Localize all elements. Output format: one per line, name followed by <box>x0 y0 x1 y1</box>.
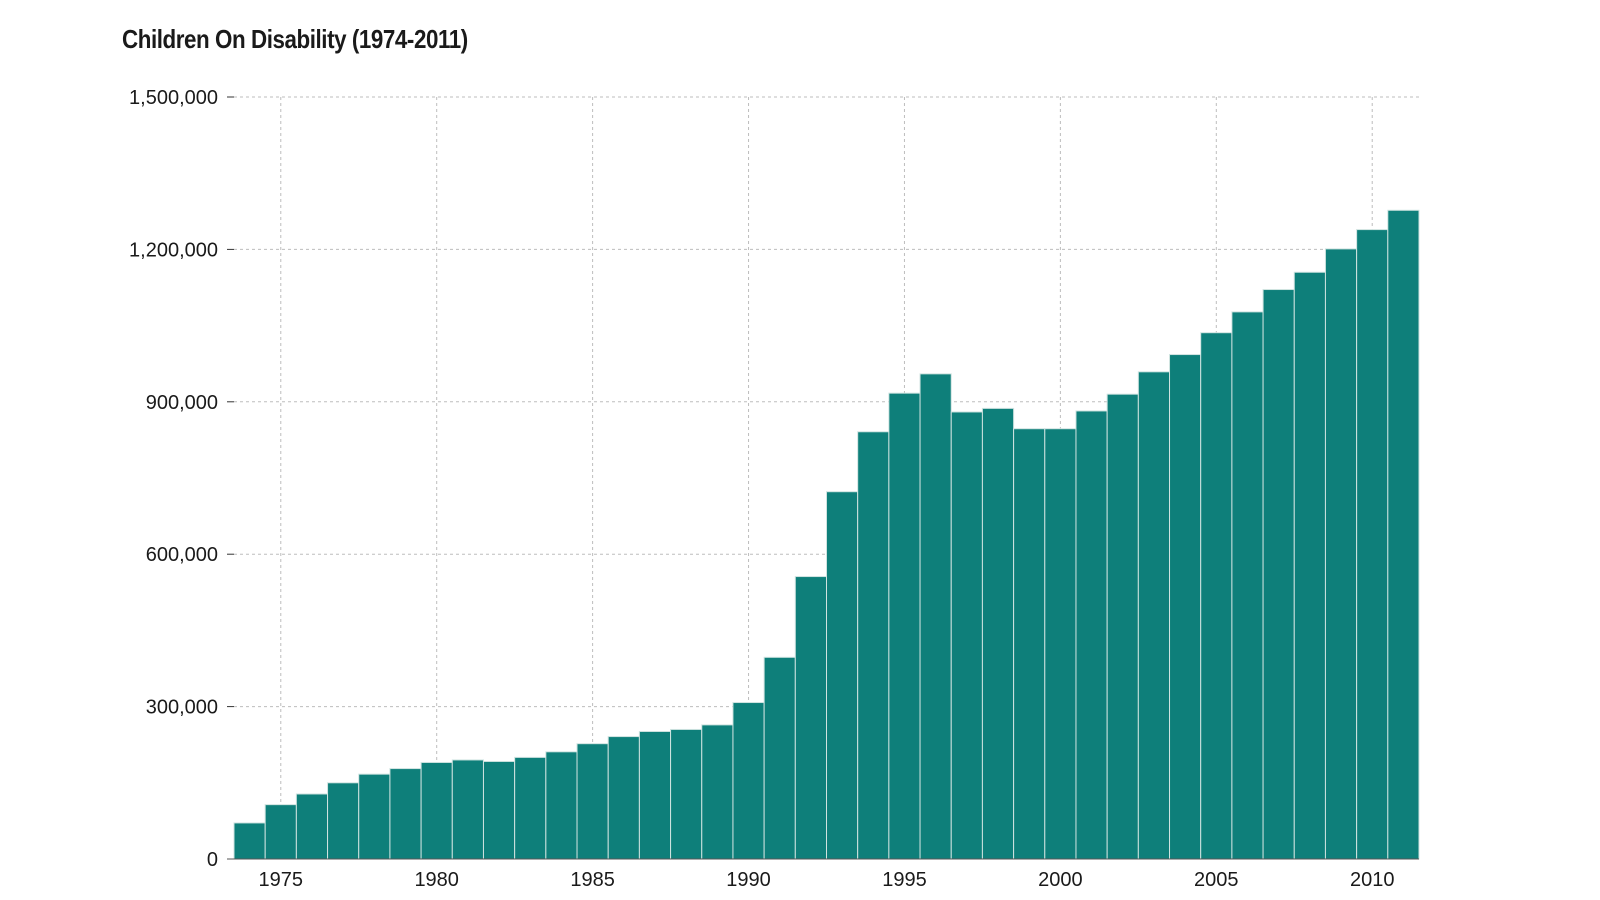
bar-2009 <box>1324 248 1358 860</box>
bar-1974 <box>233 822 266 860</box>
y-tick-label: 0 <box>207 849 218 871</box>
bar-1982 <box>482 760 516 860</box>
bar-1992 <box>794 576 828 860</box>
x-tick-label: 1975 <box>259 869 304 891</box>
bar-1983 <box>514 756 547 860</box>
x-tick-label: 1985 <box>570 869 615 891</box>
bar-2002 <box>1106 393 1139 860</box>
bar-1996 <box>919 373 952 860</box>
y-tick-label: 1,500,000 <box>129 87 218 109</box>
bar-1998 <box>981 407 1015 860</box>
bar-1990 <box>732 702 765 860</box>
bar-1997 <box>950 411 983 860</box>
x-tick-label: 2005 <box>1194 869 1239 891</box>
bar-1980 <box>420 761 453 860</box>
bar-2011 <box>1387 209 1420 860</box>
bar-2003 <box>1137 371 1171 860</box>
bar-1975 <box>264 804 297 860</box>
bar-1985 <box>576 743 609 860</box>
x-tick-label: 1980 <box>414 869 459 891</box>
bar-1999 <box>1013 428 1046 860</box>
x-tick-label: 1995 <box>882 869 927 891</box>
bar-1995 <box>888 392 921 860</box>
bar-2010 <box>1356 229 1389 860</box>
bar-2001 <box>1075 410 1108 860</box>
bar-1987 <box>638 730 672 860</box>
bar-2007 <box>1262 289 1295 860</box>
bars-layer <box>233 209 1420 860</box>
bar-1988 <box>670 728 703 860</box>
bar-1976 <box>295 793 329 860</box>
bar-1994 <box>857 431 890 860</box>
y-tick-label: 900,000 <box>146 392 218 414</box>
bar-1978 <box>358 773 391 860</box>
x-tick-label: 2010 <box>1350 869 1395 891</box>
bar-2000 <box>1044 428 1077 860</box>
y-tick-label: 1,200,000 <box>129 239 218 261</box>
bar-1979 <box>389 768 422 860</box>
x-tick-label: 1990 <box>726 869 771 891</box>
bar-1993 <box>826 491 859 860</box>
bar-1986 <box>607 736 640 860</box>
y-tick-label: 600,000 <box>146 544 218 566</box>
axis-layer: 0 300,000 600,000 900,000 1,200,000 1,500,000… <box>129 87 1419 891</box>
bar-2006 <box>1231 311 1264 860</box>
bar-1977 <box>327 782 360 860</box>
chart-title: Children On Disability (1974-2011) <box>122 24 468 54</box>
y-tick-label: 300,000 <box>146 697 218 719</box>
bar-1981 <box>451 759 484 860</box>
bar-2008 <box>1293 271 1326 860</box>
bar-1984 <box>545 751 578 860</box>
bar-2005 <box>1200 332 1233 860</box>
bar-2004 <box>1169 354 1202 860</box>
bar-1989 <box>701 724 734 860</box>
bar-1991 <box>763 656 796 860</box>
x-tick-label: 2000 <box>1038 869 1083 891</box>
